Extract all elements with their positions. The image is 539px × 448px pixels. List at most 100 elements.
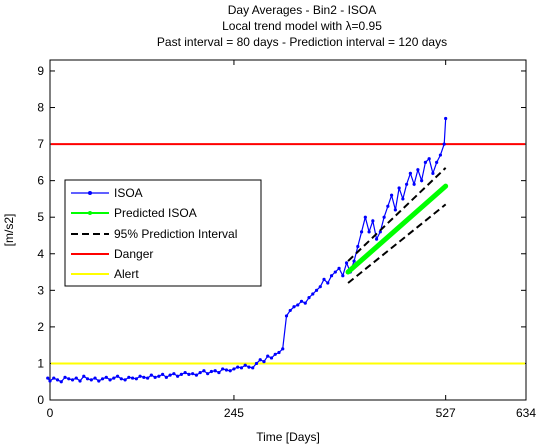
isoa-point: [393, 208, 397, 212]
y-axis-label: [m/s2]: [2, 214, 16, 247]
isoa-point: [382, 215, 386, 219]
isoa-point: [232, 367, 236, 371]
isoa-point: [161, 372, 165, 377]
isoa-point: [405, 182, 409, 186]
isoa-point: [427, 157, 431, 161]
isoa-point: [194, 373, 199, 377]
isoa-point: [438, 153, 443, 157]
y-tick-label: 1: [37, 356, 44, 370]
legend-label-alert: Alert: [114, 267, 139, 281]
isoa-point: [187, 372, 191, 377]
isoa-point: [85, 377, 90, 381]
x-tick-label: 245: [224, 406, 244, 420]
isoa-point: [52, 376, 56, 380]
isoa-point: [97, 379, 101, 383]
isoa-point: [258, 358, 262, 362]
isoa-point: [401, 197, 405, 201]
isoa-point: [164, 375, 168, 379]
isoa-point: [397, 186, 401, 190]
isoa-point: [444, 116, 448, 121]
isoa-point: [266, 354, 270, 358]
isoa-point: [108, 378, 112, 382]
y-tick-label: 7: [37, 137, 44, 151]
isoa-point: [146, 376, 150, 380]
isoa-point: [367, 230, 371, 234]
isoa-point: [412, 182, 416, 186]
isoa-point: [408, 171, 412, 175]
legend-label-predicted: Predicted ISOA: [114, 206, 197, 220]
isoa-point: [104, 375, 108, 379]
isoa-point: [344, 261, 349, 265]
isoa-point: [288, 308, 292, 313]
y-tick-label: 3: [37, 283, 44, 297]
isoa-point: [314, 288, 319, 292]
plot-series: [46, 116, 525, 384]
isoa-point: [386, 204, 390, 208]
isoa-point: [359, 230, 364, 234]
isoa-point: [337, 266, 341, 270]
isoa-point: [78, 379, 82, 383]
isoa-point: [303, 301, 307, 305]
isoa-point: [127, 375, 131, 379]
isoa-point: [138, 374, 142, 378]
isoa-point: [333, 270, 337, 274]
isoa-point: [209, 369, 214, 374]
isoa-point: [299, 299, 304, 303]
isoa-point: [284, 314, 289, 318]
chart-title-line-1: Day Averages - Bin2 - ISOA: [228, 3, 377, 17]
isoa-point: [416, 168, 420, 172]
isoa-point: [341, 274, 345, 278]
isoa-point: [435, 160, 439, 164]
isoa-point: [236, 365, 240, 369]
isoa-point: [363, 215, 367, 219]
isoa-point: [134, 377, 138, 381]
isoa-point: [63, 375, 67, 379]
y-tick-label: 2: [37, 320, 44, 334]
isoa-point: [277, 350, 281, 355]
isoa-point: [307, 296, 311, 300]
isoa-point: [115, 374, 120, 378]
legend: ISOA Predicted ISOA 95% Prediction Inter…: [64, 179, 262, 287]
y-tick-label: 0: [37, 393, 44, 407]
isoa-point: [390, 193, 394, 197]
isoa-point: [224, 368, 229, 372]
isoa-point: [269, 356, 274, 360]
y-tick-label: 8: [37, 101, 44, 115]
isoa-point: [326, 281, 330, 285]
isoa-point: [168, 373, 172, 377]
predicted-isoa-line: [345, 183, 449, 275]
isoa-point: [89, 378, 93, 382]
isoa-point: [153, 375, 157, 379]
isoa-point: [67, 377, 71, 381]
isoa-point: [431, 171, 435, 175]
isoa-point: [247, 365, 251, 369]
isoa-point: [352, 259, 356, 263]
isoa-point: [202, 369, 206, 373]
isoa-point: [420, 179, 424, 183]
y-tick-label: 5: [37, 210, 44, 224]
isoa-point: [292, 305, 296, 309]
isoa-point: [70, 378, 75, 382]
legend-label-isoa: ISOA: [114, 186, 143, 200]
legend-marker-isoa: [88, 191, 92, 195]
axis-ticks: 0 245 527 634 0 1 2 3 4 5 6 7 8 9: [37, 60, 536, 420]
isoa-point: [206, 372, 210, 376]
isoa-point: [191, 372, 195, 376]
isoa-point: [273, 352, 277, 356]
isoa-point: [423, 160, 427, 164]
chart-title-line-3: Past interval = 80 days - Prediction int…: [157, 35, 447, 49]
isoa-point: [119, 377, 123, 381]
isoa-point: [239, 366, 244, 370]
isoa-point: [183, 370, 187, 375]
isoa-point: [176, 374, 180, 378]
isoa-point: [157, 374, 161, 378]
isoa-point: [378, 230, 382, 234]
isoa-point: [46, 376, 50, 380]
prediction-interval-upper: [347, 167, 447, 262]
isoa-point: [123, 378, 127, 382]
isoa-point: [55, 378, 60, 382]
isoa-point: [296, 303, 300, 307]
isoa-point: [251, 366, 255, 370]
isoa-point: [59, 380, 63, 384]
prediction-interval-lower: [347, 203, 447, 284]
